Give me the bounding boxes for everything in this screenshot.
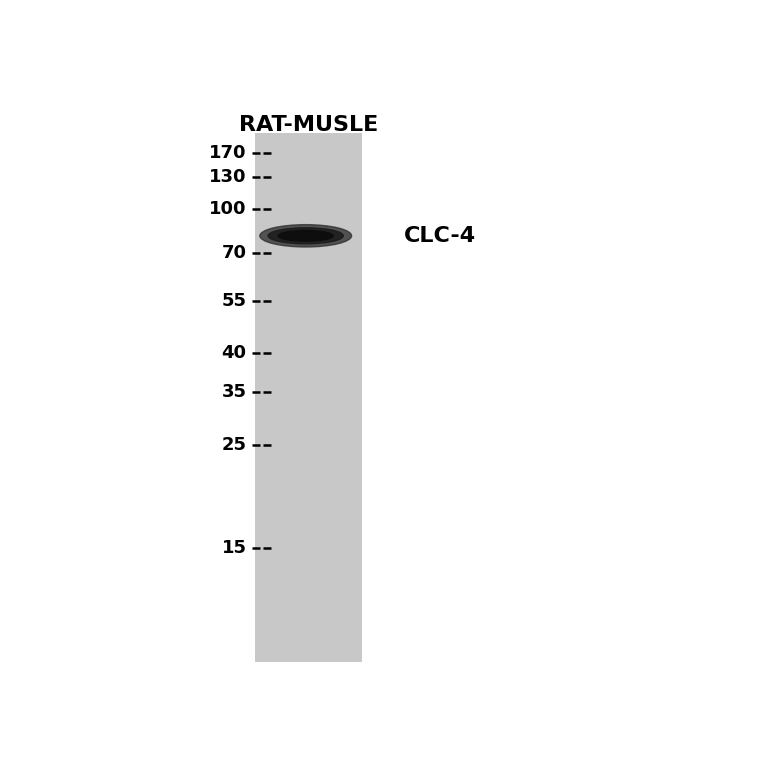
Text: CLC-4: CLC-4 (403, 226, 475, 246)
Text: 55: 55 (222, 292, 247, 309)
Text: 170: 170 (209, 144, 247, 163)
Bar (255, 133, 362, 662)
Ellipse shape (278, 231, 333, 241)
Text: 35: 35 (222, 383, 247, 400)
Text: 40: 40 (222, 345, 247, 362)
Ellipse shape (260, 225, 351, 247)
Text: RAT-MUSLE: RAT-MUSLE (239, 115, 378, 135)
Text: 70: 70 (222, 244, 247, 263)
Text: 100: 100 (209, 200, 247, 219)
Text: 25: 25 (222, 435, 247, 454)
Ellipse shape (268, 228, 343, 244)
Text: 15: 15 (222, 539, 247, 557)
Text: 130: 130 (209, 168, 247, 186)
